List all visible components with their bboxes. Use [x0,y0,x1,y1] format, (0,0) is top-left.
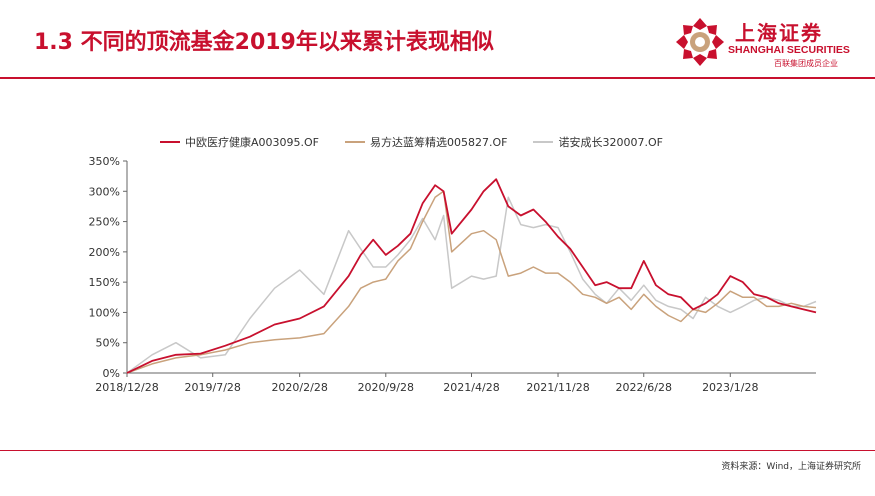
x-tick-label: 2019/7/28 [185,381,241,394]
series-line-2 [126,190,817,374]
chart-legend: 中欧医疗健康A003095.OF 易方达蓝筹精选005827.OF 诺安成长32… [160,134,689,150]
source-note: 资料来源：Wind，上海证券研究所 [721,462,861,472]
x-tick-label: 2022/6/28 [616,381,672,394]
legend-swatch-series-3 [533,141,554,143]
x-tick-label: 2021/4/28 [443,381,499,394]
legend-item-series-1: 中欧医疗健康A003095.OF [160,134,319,150]
logo-subtitle: 百联集团成员企业 [774,59,838,68]
legend-label-series-2: 易方达蓝筹精选005827.OF [370,136,508,149]
series-line-3 [126,196,817,374]
header-divider [0,77,875,79]
legend-swatch-series-2 [345,141,365,143]
y-tick-label: 150% [89,276,120,289]
logo-emblem-icon [676,18,724,66]
legend-label-series-1: 中欧医疗健康A003095.OF [185,136,319,149]
series-line-1 [126,178,817,374]
y-tick-label: 350% [89,155,120,168]
footer-divider [0,450,875,451]
y-tick-label: 50% [96,337,120,350]
x-tick-label: 2021/11/28 [526,381,589,394]
y-tick-label: 0% [103,367,120,380]
y-tick-label: 100% [89,306,120,319]
y-tick-label: 300% [89,185,120,198]
page-title: 1.3 不同的顶流基金2019年以来累计表现相似 [34,30,494,55]
logo-english: SHANGHAI SECURITIES [728,44,850,56]
y-tick-label: 250% [89,216,120,229]
x-tick-label: 2020/2/28 [271,381,327,394]
company-logo: 上海证券 SHANGHAI SECURITIES 百联集团成员企业 [672,14,862,74]
y-tick-label: 200% [89,246,120,259]
x-tick-label: 2020/9/28 [358,381,414,394]
legend-item-series-2: 易方达蓝筹精选005827.OF [345,134,507,150]
x-tick-label: 2023/1/28 [702,381,758,394]
legend-item-series-3: 诺安成长320007.OF [533,134,663,150]
legend-swatch-series-1 [160,141,180,143]
x-tick-label: 2018/12/28 [95,381,158,394]
logo-name: 上海证券 [735,21,823,45]
legend-label-series-3: 诺安成长320007.OF [558,136,663,149]
